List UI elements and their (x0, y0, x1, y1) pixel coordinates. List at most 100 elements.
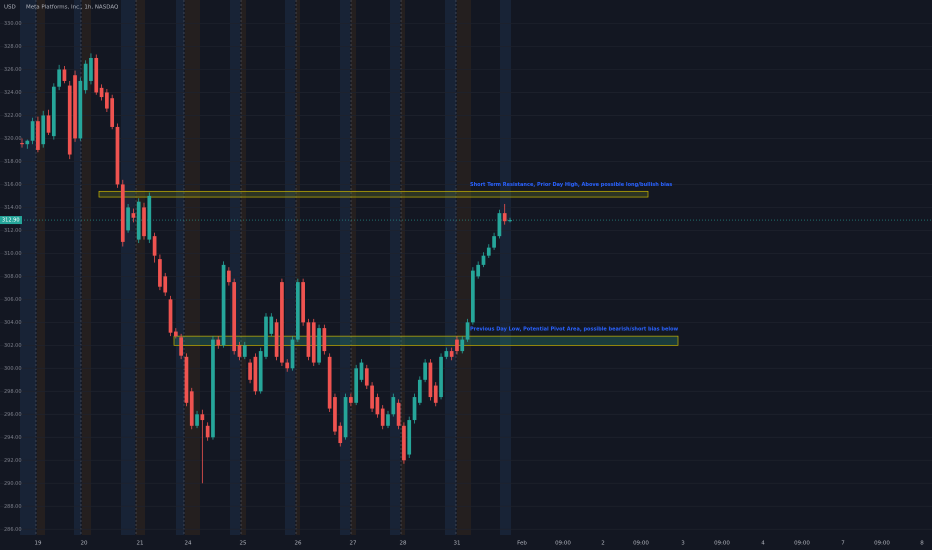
y-tick-label: 310.00 (4, 251, 22, 257)
x-tick-label: 09:00 (555, 541, 571, 547)
x-tick-label: 4 (761, 541, 765, 547)
y-tick-label: 328.00 (4, 44, 22, 50)
candle-body (94, 57, 99, 93)
x-tick-label: 27 (350, 541, 357, 547)
candle-body (168, 299, 173, 333)
zone-label: Short Term Resistance, Prior Day High, A… (470, 182, 672, 188)
candle-body (444, 351, 449, 357)
x-tick-label: 21 (137, 541, 144, 547)
x-tick-label: 3 (681, 541, 685, 547)
candle-body (433, 385, 438, 403)
candle-body (152, 236, 157, 256)
session-band (401, 0, 405, 535)
x-tick-label: 28 (400, 541, 407, 547)
candle-body (62, 69, 67, 81)
y-tick-label: 300.00 (4, 366, 22, 372)
candle-body (274, 322, 279, 357)
candle-body (465, 322, 470, 340)
candle-body (402, 425, 406, 461)
session-band (296, 0, 300, 535)
x-tick-label: 31 (454, 541, 461, 547)
candle-body (359, 362, 364, 380)
candle-body (396, 402, 401, 426)
y-tick-label: 326.00 (4, 67, 22, 73)
zone (98, 190, 649, 198)
x-tick-label: 09:00 (633, 541, 649, 547)
candle-body (126, 207, 130, 231)
candle-body (179, 337, 183, 356)
candle-body (481, 255, 486, 265)
candle-body (354, 368, 359, 403)
candle-body (343, 397, 348, 438)
zone-label: Previous Day Low, Potential Pivot Area, … (470, 327, 679, 333)
candle-body (105, 92, 109, 109)
candle-body (147, 195, 152, 240)
candle-body (221, 264, 226, 346)
candle-body (295, 282, 300, 340)
candle-body (460, 339, 465, 352)
candle-body (73, 75, 77, 139)
y-tick-label: 296.00 (4, 412, 22, 418)
candle-body (370, 385, 374, 409)
x-tick-label: 09:00 (794, 541, 810, 547)
y-tick-label: 288.00 (4, 504, 22, 510)
candle-body (455, 339, 459, 352)
session-band (230, 0, 240, 535)
candle-body (264, 316, 268, 357)
currency: USD (4, 5, 16, 11)
session-band (136, 0, 145, 535)
candle-body (412, 397, 417, 421)
candle-body (364, 368, 369, 386)
candle-body (242, 345, 247, 357)
session-band (351, 0, 356, 535)
candle-body (99, 87, 104, 98)
candle-body (136, 201, 141, 240)
candle-body (184, 356, 189, 403)
x-tick-label: Feb (517, 541, 527, 547)
y-tick-label: 298.00 (4, 389, 22, 395)
candle-body (338, 425, 343, 444)
session-band (121, 0, 135, 535)
candle-body (120, 184, 125, 242)
y-tick-label: 292.00 (4, 458, 22, 464)
session-band (82, 0, 91, 535)
candle-body (258, 351, 263, 392)
y-tick-label: 320.00 (4, 136, 22, 142)
y-tick-label: 286.00 (4, 527, 22, 533)
session-band (390, 0, 400, 535)
candle-body (20, 143, 24, 145)
candle-body (306, 322, 311, 357)
candle-body (78, 80, 83, 139)
candle-body (280, 282, 284, 363)
x-tick-label: 26 (295, 541, 302, 547)
candle-body (173, 331, 178, 337)
candle-body (317, 328, 321, 363)
y-tick-label: 304.00 (4, 320, 22, 326)
y-tick-label: 306.00 (4, 297, 22, 303)
candle-body (380, 408, 385, 426)
x-tick-label: 19 (35, 541, 42, 547)
candle-body (248, 362, 252, 380)
y-tick-label: 318.00 (4, 159, 22, 165)
candle-body (25, 140, 30, 145)
x-tick-label: 24 (185, 541, 192, 547)
candle-body (269, 316, 274, 334)
candle-body (30, 121, 35, 141)
x-tick-label: 7 (841, 541, 845, 547)
session-band (241, 0, 246, 535)
candle-body (41, 115, 46, 145)
candle-body (449, 351, 454, 357)
x-tick-label: 8 (920, 541, 924, 547)
candle-body (423, 362, 427, 380)
candle-body (211, 339, 215, 438)
candle-body (163, 276, 168, 293)
candle-body (131, 213, 136, 218)
candle-body (285, 362, 290, 369)
session-band (20, 0, 36, 535)
candle-body (471, 270, 475, 323)
session-band (37, 0, 45, 535)
candle-body (492, 236, 496, 248)
candle-body (497, 213, 502, 237)
candle-body (67, 85, 72, 155)
